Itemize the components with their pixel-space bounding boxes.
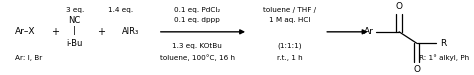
Text: |: |: [73, 26, 76, 35]
Text: AlR₃: AlR₃: [122, 27, 139, 36]
Text: R: 1° alkyl, Ph: R: 1° alkyl, Ph: [419, 55, 470, 61]
Text: Ar–X: Ar–X: [15, 27, 35, 36]
Text: 1 M aq. HCl: 1 M aq. HCl: [269, 17, 310, 23]
Text: toluene, 100°C, 16 h: toluene, 100°C, 16 h: [160, 55, 235, 61]
Text: +: +: [98, 27, 105, 37]
Text: 3 eq.: 3 eq.: [65, 7, 84, 13]
Text: r.t., 1 h: r.t., 1 h: [277, 55, 302, 61]
Text: 0.1 eq. PdCl₂: 0.1 eq. PdCl₂: [174, 7, 220, 13]
Text: NC: NC: [69, 16, 81, 25]
Text: O: O: [413, 65, 420, 74]
Text: +: +: [51, 27, 59, 37]
Text: i-Bu: i-Bu: [66, 39, 83, 48]
Text: toluene / THF /: toluene / THF /: [263, 7, 316, 13]
Text: O: O: [396, 2, 402, 11]
Text: 1.4 eq.: 1.4 eq.: [108, 7, 133, 13]
Text: Ar: Ar: [365, 27, 374, 36]
Text: 1.3 eq. KOtBu: 1.3 eq. KOtBu: [172, 43, 222, 49]
Text: Ar: I, Br: Ar: I, Br: [15, 55, 42, 61]
Text: (1:1:1): (1:1:1): [277, 43, 302, 49]
Text: 0.1 eq. dppp: 0.1 eq. dppp: [174, 17, 220, 23]
Text: R: R: [440, 39, 446, 48]
